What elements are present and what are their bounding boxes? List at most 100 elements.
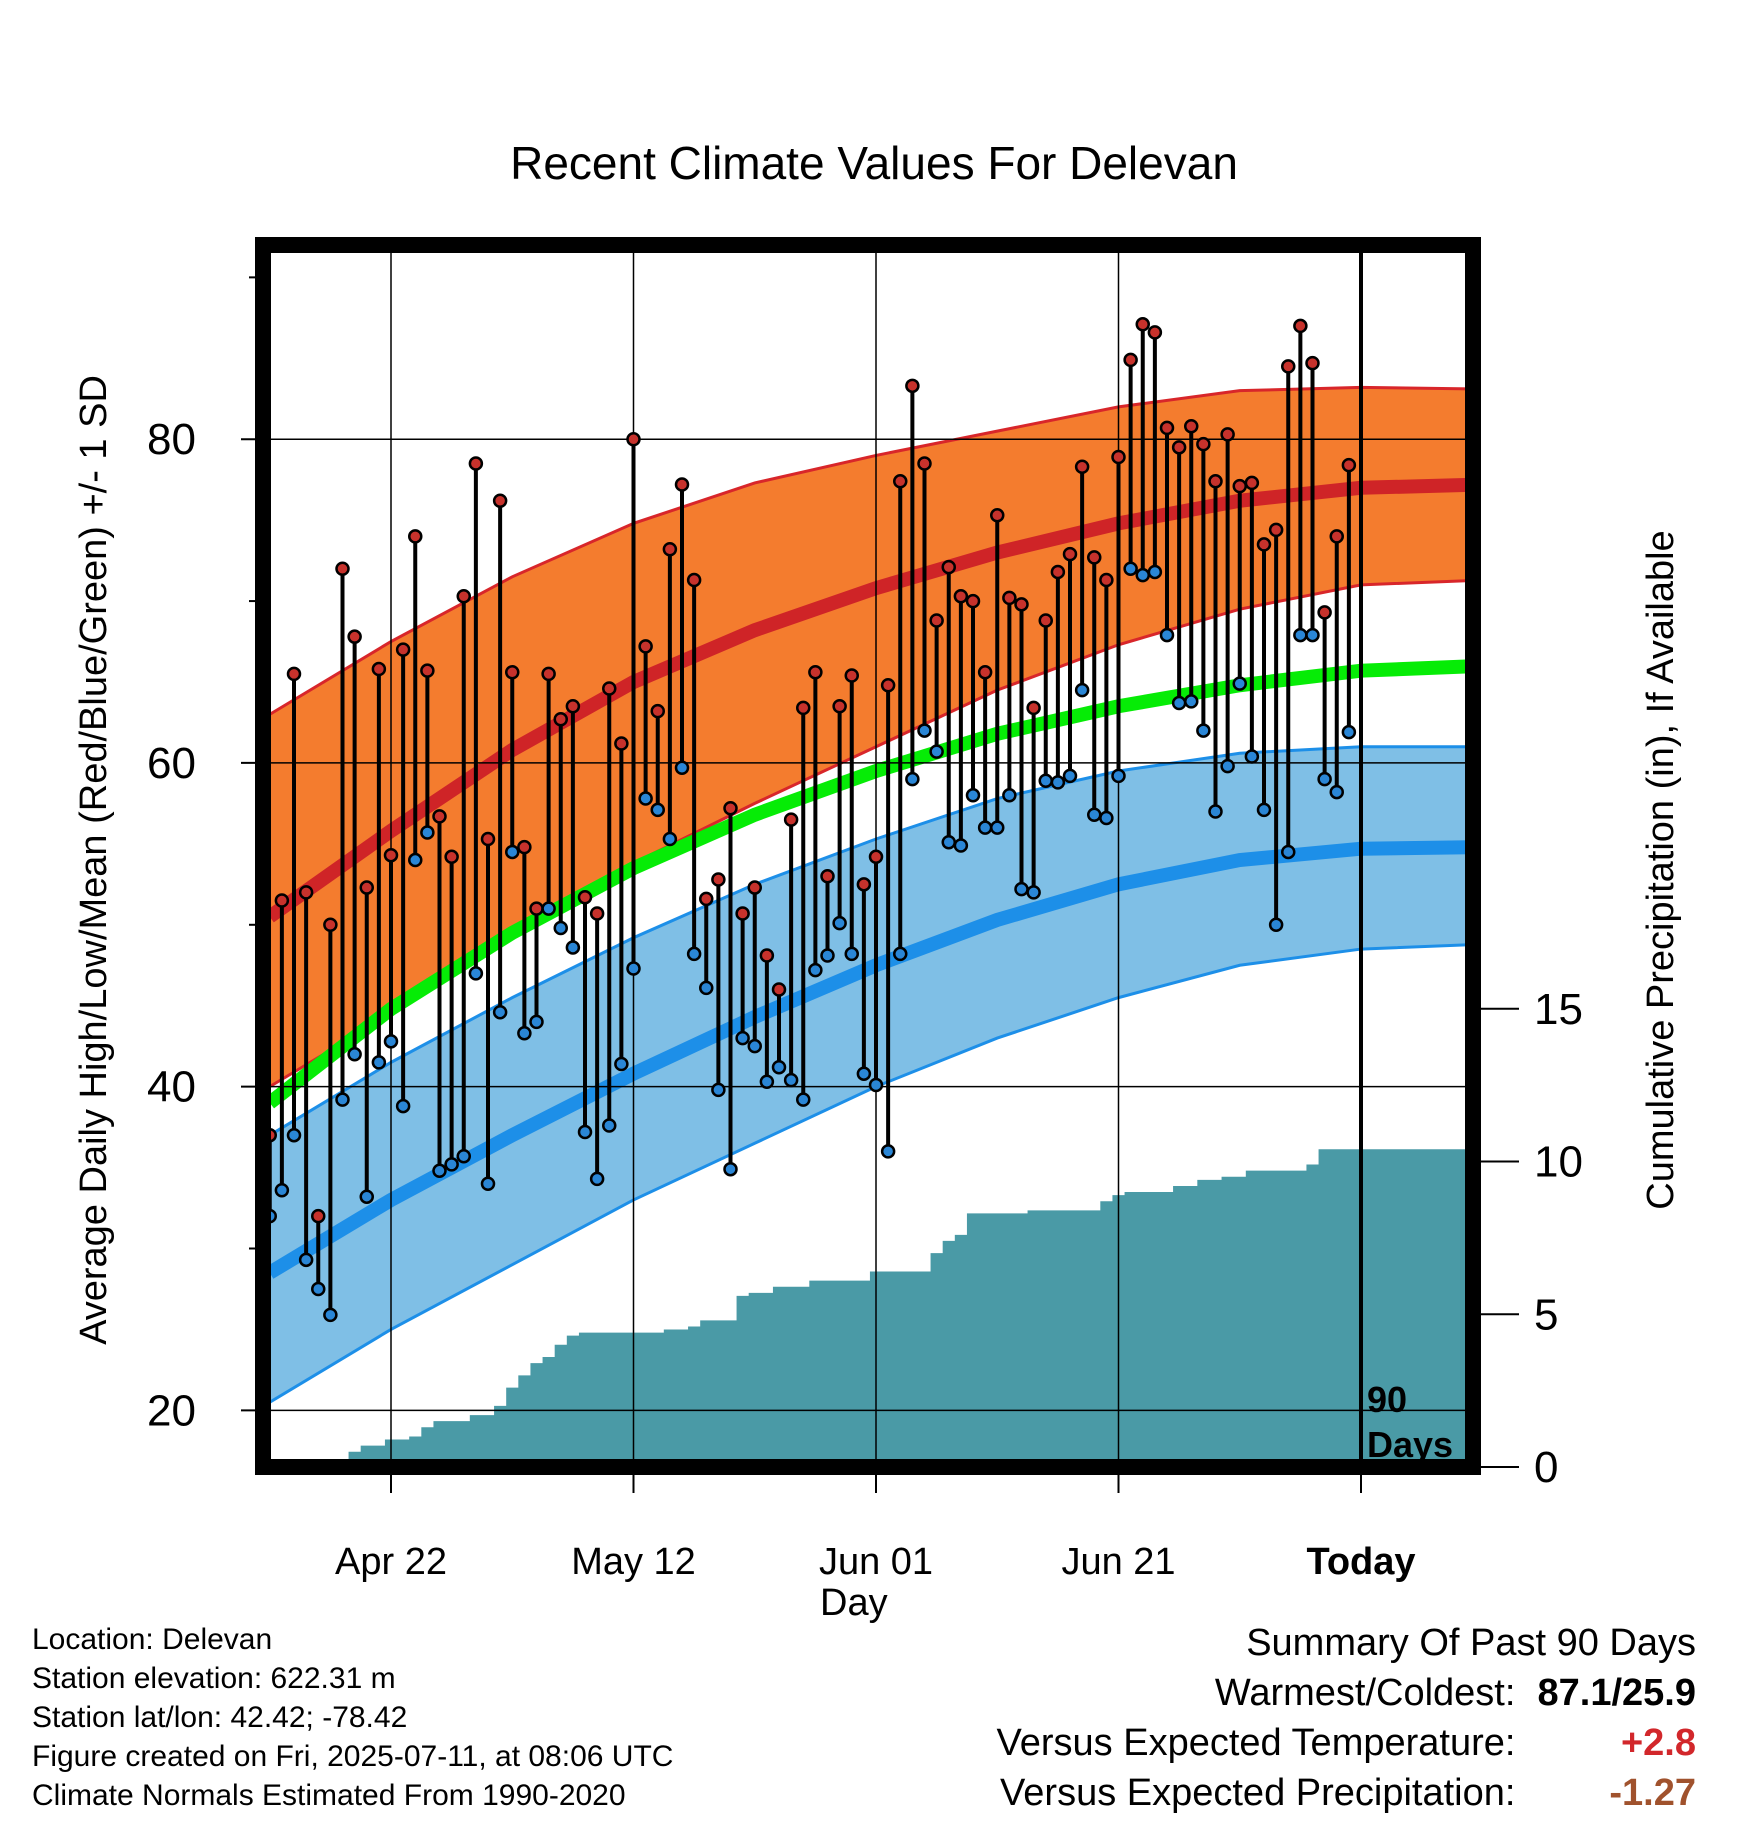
warmest-coldest-value: 87.1/25.9: [1537, 1672, 1696, 1714]
daily-high-point: [626, 431, 641, 447]
daily-low-point: [480, 1176, 496, 1192]
daily-low-point: [1317, 771, 1332, 787]
daily-high-point: [359, 880, 374, 895]
daily-low-point: [468, 966, 484, 981]
daily-low-point: [1208, 804, 1223, 819]
daily-high-point: [650, 703, 665, 719]
daily-high-point: [723, 801, 738, 816]
daily-high-point: [771, 982, 787, 997]
daily-low-point: [1293, 627, 1308, 643]
precip-anomaly-label: Versus Expected Precipitation:: [1000, 1772, 1516, 1814]
summary-panel: Summary Of Past 90 Days Warmest/Coldest:…: [997, 1618, 1696, 1818]
daily-low-point: [662, 831, 678, 847]
daily-low-point: [905, 771, 920, 787]
daily-low-point: [844, 946, 859, 962]
daily-high-point: [274, 893, 290, 908]
daily-high-point: [638, 639, 653, 654]
summary-heading: Summary Of Past 90 Days: [1246, 1622, 1696, 1664]
daily-low-point: [1050, 775, 1066, 790]
daily-high-point: [432, 809, 447, 824]
daily-high-point: [541, 666, 556, 682]
daily-high-point: [953, 588, 969, 604]
daily-high-point: [1268, 522, 1284, 538]
temp-anomaly-label: Versus Expected Temperature:: [996, 1722, 1516, 1764]
daily-high-point: [395, 642, 411, 657]
daily-low-point: [529, 1014, 544, 1030]
daily-low-point: [286, 1127, 302, 1143]
daily-low-point: [1159, 627, 1175, 643]
daily-high-point: [856, 877, 872, 892]
daily-low-point: [1111, 768, 1126, 784]
daily-high-point: [674, 477, 690, 492]
daily-high-point: [759, 948, 775, 963]
daily-low-point: [686, 946, 702, 962]
daily-low-point: [735, 1030, 750, 1046]
daily-low-point: [383, 1034, 399, 1049]
daily-high-point: [941, 559, 956, 575]
daily-low-point: [893, 946, 908, 962]
y-tick-label: 80: [147, 415, 196, 464]
temp-anomaly-value: +2.8: [1620, 1722, 1696, 1764]
daily-high-point: [832, 699, 847, 714]
daily-high-point: [1002, 590, 1017, 606]
daily-low-point: [783, 1072, 799, 1088]
daily-low-point: [832, 915, 847, 931]
daily-high-point: [1208, 474, 1223, 489]
daily-low-point: [1281, 844, 1296, 860]
daily-high-point: [783, 812, 799, 827]
daily-high-point: [286, 666, 302, 682]
daily-low-point: [408, 852, 423, 868]
daily-high-point: [347, 629, 362, 644]
y-tick-label: 20: [147, 1386, 196, 1435]
daily-high-point: [383, 847, 399, 863]
daily-high-point: [614, 736, 629, 751]
daily-high-point: [868, 849, 884, 865]
daily-high-point: [1244, 475, 1260, 491]
daily-high-point: [1256, 537, 1272, 552]
daily-low-point: [1087, 807, 1102, 822]
daily-high-point: [747, 880, 762, 895]
daily-high-point: [686, 572, 702, 588]
daily-high-point: [699, 891, 714, 907]
daily-high-point: [311, 1208, 326, 1224]
daily-high-point: [1099, 572, 1114, 588]
daily-low-point: [990, 820, 1005, 835]
daily-low-point: [311, 1281, 326, 1297]
daily-high-point: [335, 561, 350, 576]
daily-high-point: [711, 872, 726, 887]
station-info: Location: Delevan Station elevation: 622…: [32, 1620, 673, 1815]
chart-title: Recent Climate Values For Delevan: [510, 137, 1238, 189]
x-tick-label: Apr 22: [335, 1541, 447, 1583]
y-axis-label: Average Daily High/Low/Mean (Red/Blue/Gr…: [73, 375, 115, 1345]
daily-high-point: [517, 839, 532, 855]
daily-high-point: [577, 890, 593, 905]
daily-high-point: [1038, 613, 1053, 628]
daily-low-point: [1099, 810, 1114, 826]
daily-high-point: [1014, 597, 1029, 612]
daily-low-point: [638, 791, 653, 806]
daily-low-point: [456, 1148, 471, 1164]
daily-low-point: [917, 723, 932, 738]
daily-low-point: [274, 1182, 290, 1198]
daily-low-point: [1244, 749, 1260, 764]
y-tick-label: 40: [147, 1063, 196, 1112]
daily-high-point: [929, 613, 944, 628]
daily-low-point: [589, 1171, 605, 1187]
daily-high-point: [735, 906, 750, 921]
daily-low-point: [1171, 695, 1187, 711]
daily-low-point: [444, 1157, 459, 1172]
daily-low-point: [553, 920, 568, 936]
daily-low-point: [517, 1025, 532, 1041]
daily-high-point: [529, 901, 544, 916]
x-tick-label: May 12: [571, 1541, 696, 1583]
daily-high-point: [1293, 318, 1308, 334]
daily-high-point: [371, 661, 387, 677]
daily-low-point: [323, 1307, 338, 1323]
daily-high-point: [1135, 317, 1150, 332]
daily-low-point: [577, 1124, 593, 1140]
daily-high-point: [468, 456, 484, 471]
daily-high-point: [602, 681, 617, 696]
daily-high-point: [1329, 529, 1344, 544]
x-tick-label: Jun 01: [819, 1541, 933, 1583]
daily-high-point: [1147, 325, 1163, 340]
